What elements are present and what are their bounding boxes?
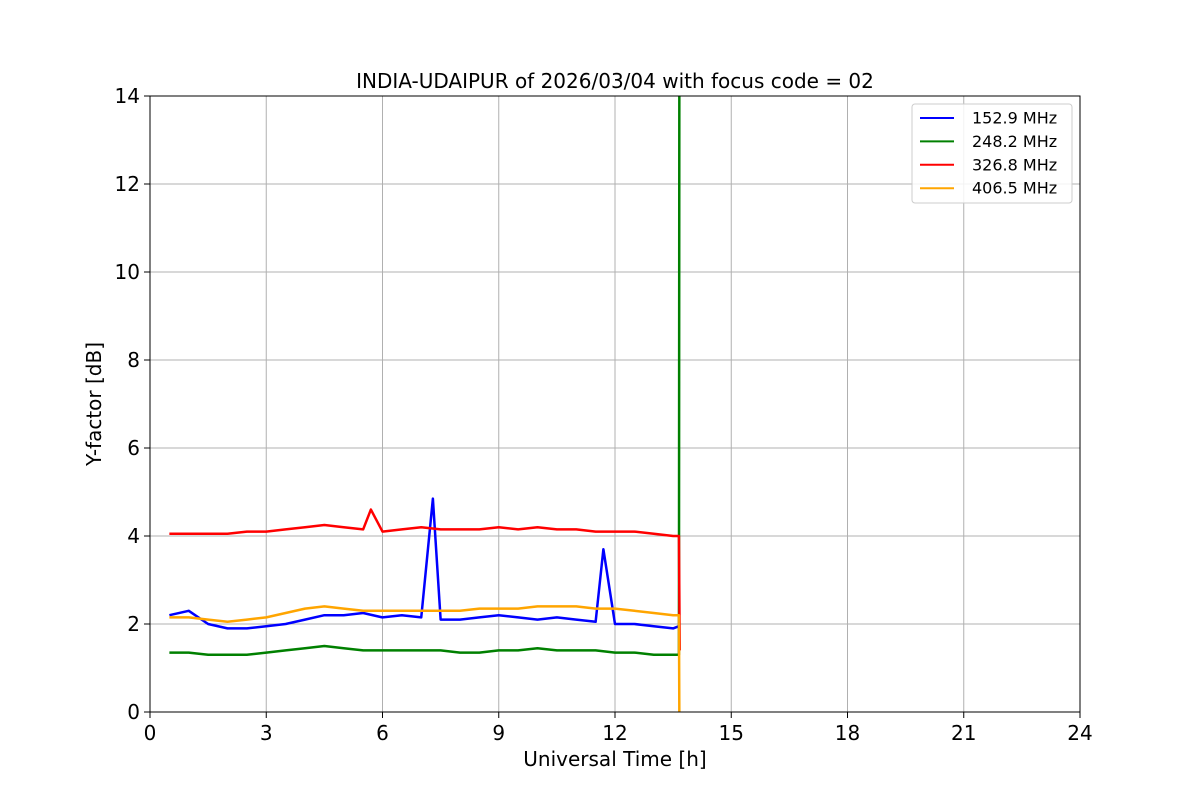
series-line-3 <box>169 508 681 651</box>
y-axis-title: Y-factor [dB] <box>82 342 106 467</box>
y-tick-label: 10 <box>115 260 140 284</box>
x-tick-label: 3 <box>260 721 273 745</box>
y-tick-label: 8 <box>127 348 140 372</box>
y-tick-label: 0 <box>127 700 140 724</box>
y-tick-label: 6 <box>127 436 140 460</box>
x-tick-label: 0 <box>144 721 157 745</box>
legend-box <box>911 103 1073 204</box>
y-tick-label: 12 <box>115 172 140 196</box>
x-tick-label: 24 <box>1067 721 1092 745</box>
legend-label: 406.5 MHz <box>972 179 1057 198</box>
x-tick-label: 15 <box>719 721 744 745</box>
legend-label: 152.9 MHz <box>972 109 1057 128</box>
x-tick-label: 21 <box>951 721 976 745</box>
legend-label: 248.2 MHz <box>972 132 1057 151</box>
series-line-2 <box>169 95 681 657</box>
series-line-4 <box>169 605 681 713</box>
chart-title: INDIA-UDAIPUR of 2026/03/04 with focus c… <box>356 69 874 93</box>
x-tick-label: 6 <box>376 721 389 745</box>
legend: 152.9 MHz 248.2 MHz 326.8 MHz 406.5 MHz <box>911 103 1073 204</box>
x-tick-label: 18 <box>835 721 860 745</box>
x-axis-title: Universal Time [h] <box>523 747 706 771</box>
x-tick-label: 9 <box>492 721 505 745</box>
y-tick-label: 2 <box>127 612 140 636</box>
y-tick-label: 14 <box>115 84 140 108</box>
series-lines <box>169 95 681 713</box>
x-tick-label: 12 <box>602 721 627 745</box>
series-line-1 <box>169 497 680 630</box>
legend-label: 326.8 MHz <box>972 155 1057 174</box>
y-tick-label: 4 <box>127 524 140 548</box>
